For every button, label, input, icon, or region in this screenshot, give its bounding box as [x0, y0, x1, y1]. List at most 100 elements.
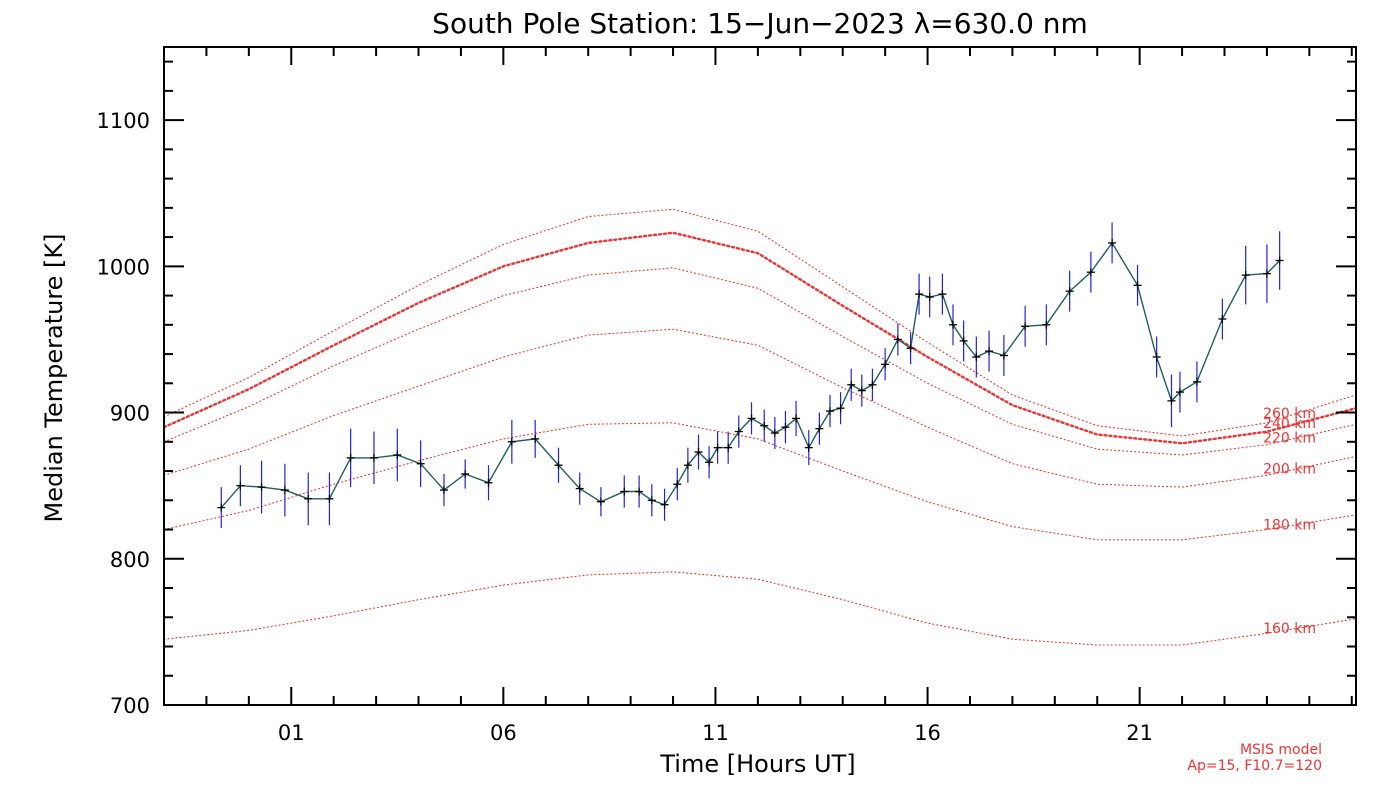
data-point: [857, 386, 866, 395]
data-point: [792, 414, 801, 423]
data-point: [1275, 256, 1284, 265]
observed-line: [220, 241, 1281, 509]
data-point: [705, 458, 714, 467]
data-point: [325, 494, 334, 503]
data-point: [906, 344, 915, 353]
data-point: [881, 360, 890, 369]
observed-series: [220, 241, 1281, 509]
y-axis-label: Median Temperature [K]: [40, 233, 68, 522]
data-point: [554, 461, 563, 470]
data-point: [1086, 268, 1095, 277]
data-point: [972, 352, 981, 361]
data-point: [1021, 322, 1030, 331]
data-point: [938, 290, 947, 299]
data-point: [393, 450, 402, 459]
data-point: [985, 347, 994, 356]
data-point: [1167, 396, 1176, 405]
data-point: [1175, 388, 1184, 397]
altitude-label: 260 km: [1263, 406, 1316, 422]
altitude-label: 240 km: [1263, 416, 1316, 432]
x-tick-labels: 01 06 11 16 21: [278, 721, 1153, 745]
data-point: [694, 448, 703, 457]
x-tick-label: 06: [490, 721, 517, 745]
data-point: [804, 443, 813, 452]
model-curves: [164, 208, 1356, 646]
y-tick-label: 800: [110, 548, 150, 572]
data-point: [949, 320, 958, 329]
x-tick-label: 21: [1126, 721, 1153, 745]
data-point: [635, 487, 644, 496]
data-point: [770, 429, 779, 438]
model-curve: [164, 571, 1356, 646]
y-tick-labels: 700 800 900 1000 1100: [97, 109, 150, 718]
altitude-label: 160 km: [1263, 621, 1316, 637]
data-point: [959, 336, 968, 345]
data-point: [781, 423, 790, 432]
y-tick-label: 1000: [97, 255, 150, 279]
data-point: [847, 380, 856, 389]
data-point: [760, 421, 769, 430]
model-curve: [164, 422, 1356, 541]
model-curve: [164, 208, 1356, 437]
data-point: [999, 351, 1008, 360]
altitude-label: 220 km: [1263, 430, 1316, 446]
data-point: [369, 453, 378, 462]
data-point: [461, 469, 470, 478]
data-point: [1065, 287, 1074, 296]
chart-title: South Pole Station: 15−Jun−2023 λ=630.0 …: [432, 7, 1088, 40]
altitude-label: 180 km: [1263, 517, 1316, 533]
axis-ticks: [164, 47, 1356, 706]
data-point: [1192, 377, 1201, 386]
data-point: [1042, 320, 1051, 329]
data-point: [439, 486, 448, 495]
altitude-label: 200 km: [1263, 462, 1316, 478]
observed-markers: [217, 238, 1284, 512]
data-point: [620, 487, 629, 496]
x-tick-label: 16: [914, 721, 941, 745]
data-point: [346, 453, 355, 462]
data-point: [575, 484, 584, 493]
data-point: [257, 483, 266, 492]
data-point: [1108, 238, 1117, 247]
data-point: [815, 424, 824, 433]
data-point: [484, 478, 493, 487]
data-point: [1262, 269, 1271, 278]
x-axis-label: Time [Hours UT]: [659, 750, 855, 778]
data-point: [217, 503, 226, 512]
plot-frame: [163, 46, 1357, 706]
data-point: [507, 437, 516, 446]
data-point: [724, 443, 733, 452]
data-point: [915, 290, 924, 299]
error-bars: [220, 222, 1281, 529]
model-note-line2: Ap=15, F10.7=120: [1187, 758, 1322, 774]
model-note-line1: MSIS model: [1240, 742, 1322, 758]
data-point: [660, 500, 669, 509]
x-tick-label: 01: [278, 721, 305, 745]
y-tick-label: 1100: [97, 109, 150, 133]
model-curve: [164, 267, 1356, 456]
data-point: [280, 486, 289, 495]
data-point: [868, 380, 877, 389]
data-point: [734, 427, 743, 436]
data-point: [925, 293, 934, 302]
data-point: [673, 480, 682, 489]
data-point: [713, 443, 722, 452]
data-point: [531, 434, 540, 443]
data-point: [1218, 314, 1227, 323]
model-curve: [164, 231, 1356, 445]
data-point: [893, 335, 902, 344]
data-point: [683, 461, 692, 470]
data-point: [747, 414, 756, 423]
data-point: [825, 407, 834, 416]
data-point: [596, 497, 605, 506]
data-point: [1152, 352, 1161, 361]
x-tick-label: 11: [702, 721, 729, 745]
data-point: [304, 494, 313, 503]
model-curve: [164, 328, 1356, 488]
y-tick-label: 700: [110, 694, 150, 718]
data-point: [416, 459, 425, 468]
y-tick-label: 900: [110, 402, 150, 426]
data-point: [836, 404, 845, 413]
data-point: [1133, 281, 1142, 290]
